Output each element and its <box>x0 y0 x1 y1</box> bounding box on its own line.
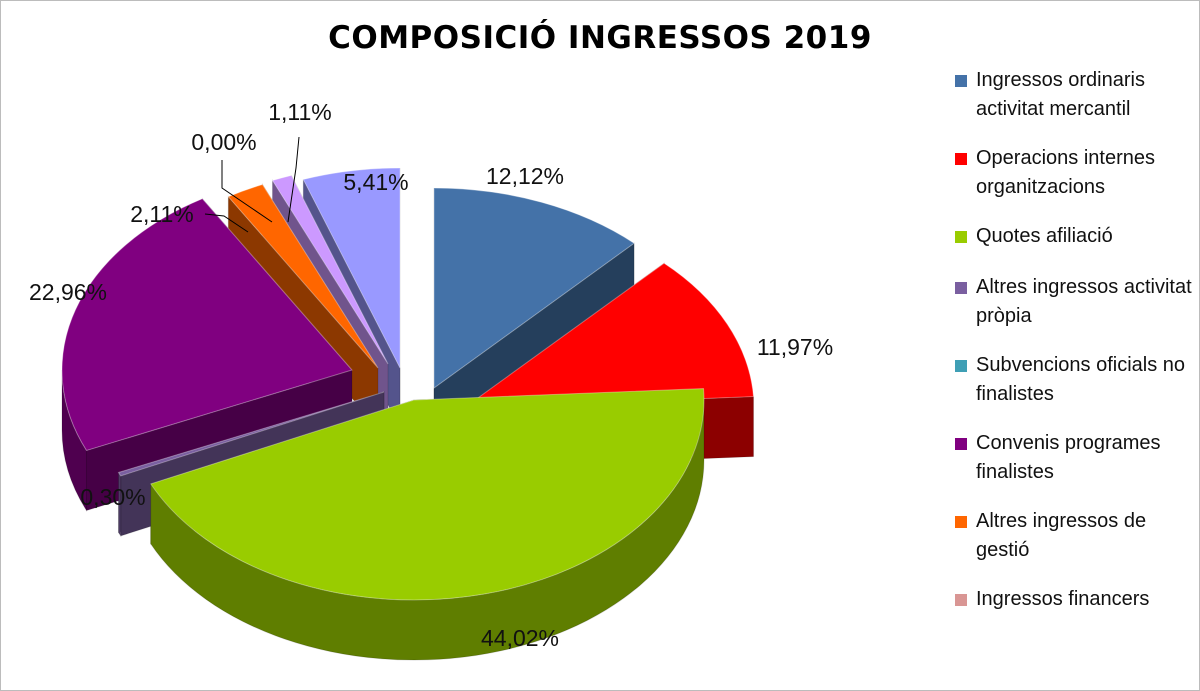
leader-line-2-11 <box>204 213 249 233</box>
legend-item-6: Altres ingressos de gestió <box>955 507 1195 565</box>
chart-title: COMPOSICIÓ INGRESSOS 2019 <box>328 20 872 56</box>
legend-label-2: Quotes afiliació <box>976 225 1113 247</box>
pie-slice-6 <box>227 183 379 369</box>
legend-label-0: Ingressos ordinaris activitat mercantil <box>976 69 1145 120</box>
legend: Ingressos ordinaris activitat mercantil O… <box>955 66 1195 614</box>
legend-label-7: Ingressos financers <box>976 588 1150 610</box>
legend-item-4: Subvencions oficials no finalistes <box>955 351 1195 409</box>
data-label-2: 44,02% <box>481 625 559 651</box>
legend-item-0: Ingressos ordinaris activitat mercantil <box>955 66 1195 124</box>
legend-swatch-6 <box>955 516 967 528</box>
pie-slice-0 <box>433 187 635 389</box>
pie-slice-8 <box>271 174 389 365</box>
legend-swatch-0 <box>955 75 967 87</box>
data-label-8: 1,11% <box>268 99 332 125</box>
legend-label-5: Convenis programes finalistes <box>976 432 1161 483</box>
legend-swatch-1 <box>955 153 967 165</box>
pie-slice-5 <box>61 198 353 452</box>
legend-swatch-5 <box>955 438 967 450</box>
leader-line-1-11 <box>287 136 300 223</box>
legend-item-7: Ingressos financers <box>955 585 1195 614</box>
data-label-4: 0,00% <box>191 129 256 155</box>
data-label-9: 5,41% <box>343 169 408 195</box>
legend-swatch-2 <box>955 231 967 243</box>
legend-swatch-4 <box>955 360 967 372</box>
legend-item-1: Operacions internes organitzacions <box>955 144 1195 202</box>
legend-label-4: Subvencions oficials no finalistes <box>976 354 1186 405</box>
data-label-3: 0,30% <box>80 484 145 510</box>
data-label-6: 2,11% <box>130 201 194 227</box>
legend-label-6: Altres ingressos de gestió <box>976 510 1147 561</box>
legend-swatch-7 <box>955 594 967 606</box>
data-label-0: 12,12% <box>486 163 564 189</box>
legend-item-2: Quotes afiliació <box>955 222 1195 251</box>
pie-slice-2 <box>149 388 705 601</box>
pie-slice-9 <box>302 167 401 369</box>
pie-slice-3 <box>117 391 385 477</box>
legend-swatch-3 <box>955 282 967 294</box>
data-label-5: 22,96% <box>29 279 107 305</box>
data-label-1: 11,97% <box>757 334 833 360</box>
legend-item-3: Altres ingressos activitat pròpia <box>955 273 1195 331</box>
legend-label-1: Operacions internes organitzacions <box>976 147 1155 198</box>
leader-line-0-00 <box>221 160 273 223</box>
pie-slice-1 <box>462 262 755 409</box>
legend-label-3: Altres ingressos activitat pròpia <box>976 276 1192 327</box>
legend-item-5: Convenis programes finalistes <box>955 429 1195 487</box>
